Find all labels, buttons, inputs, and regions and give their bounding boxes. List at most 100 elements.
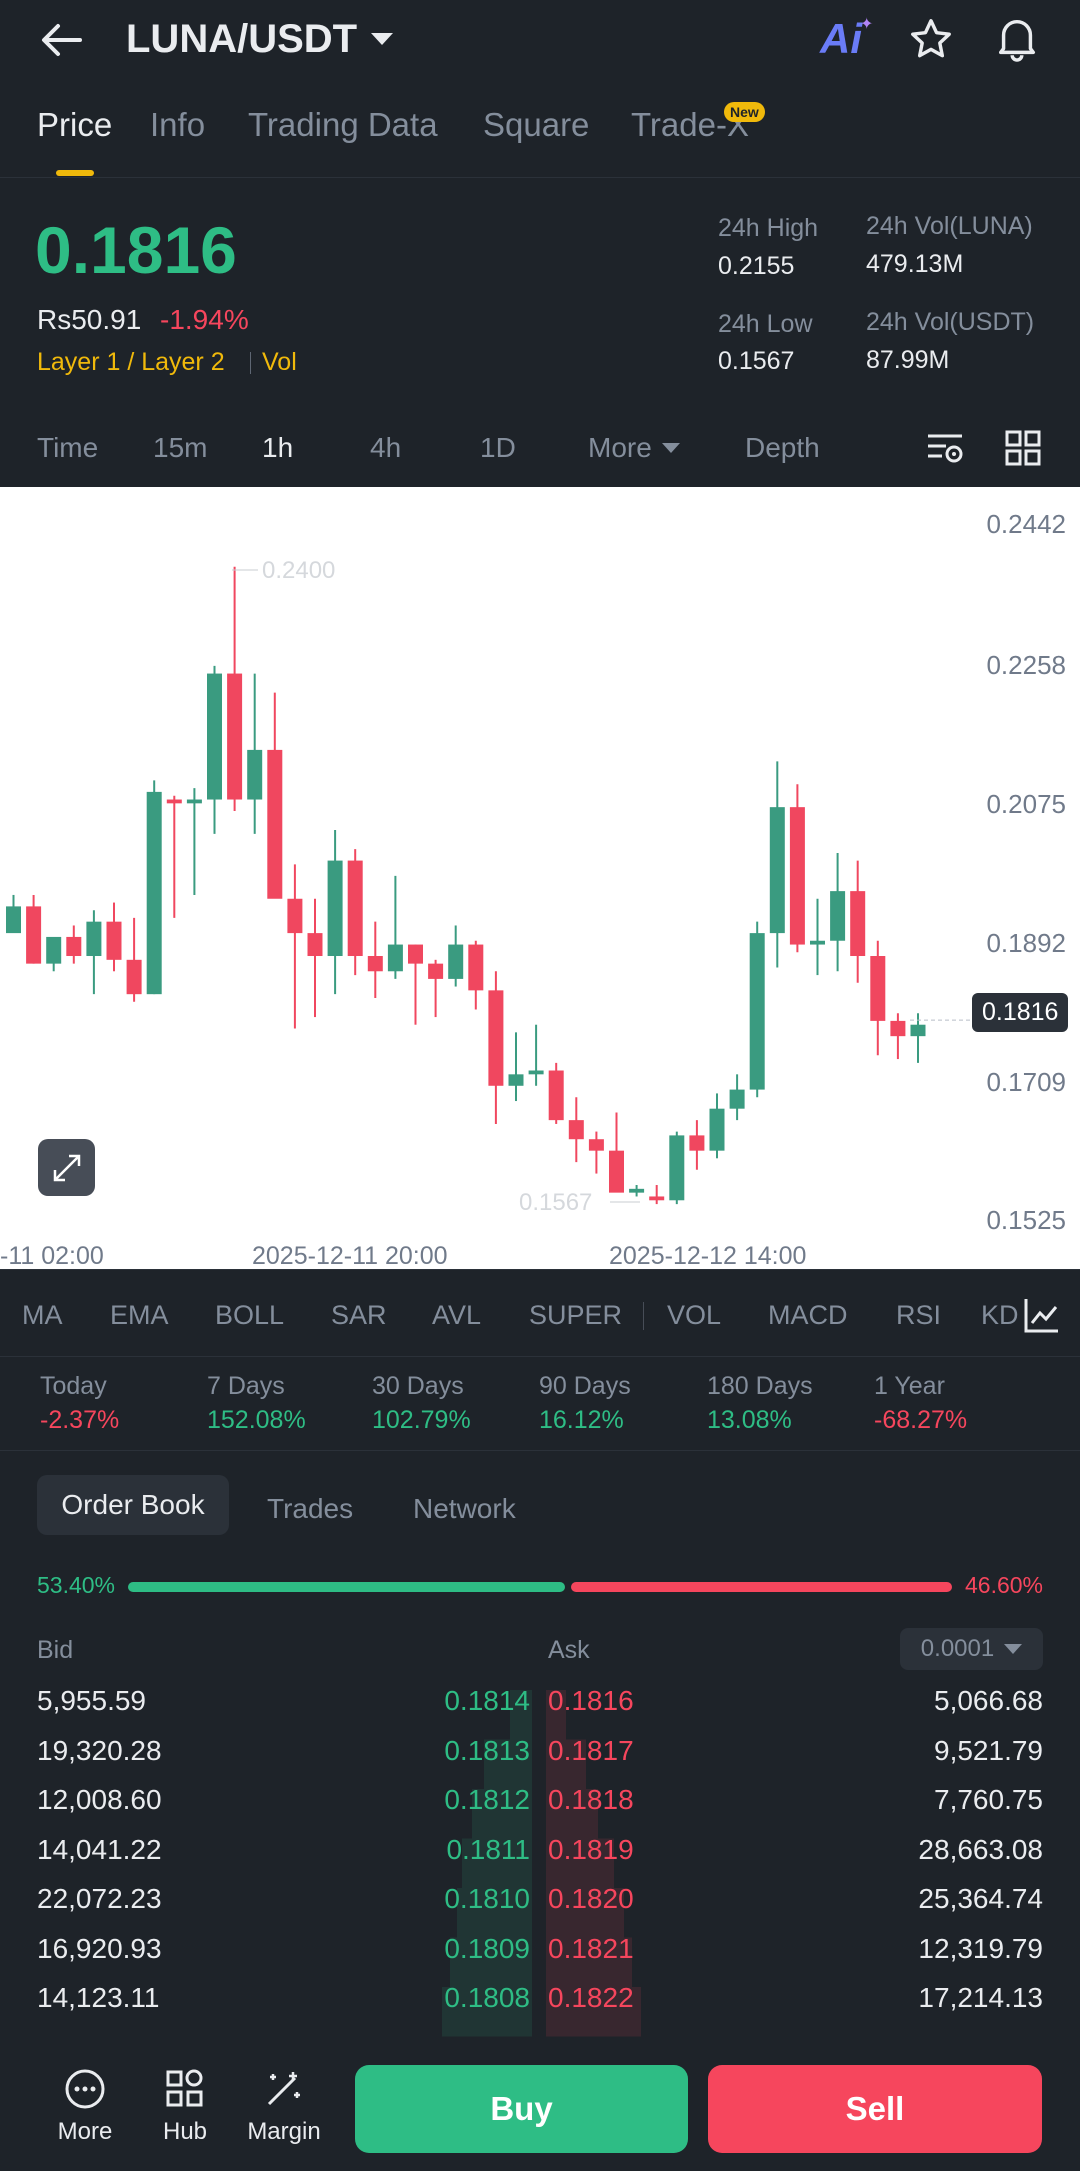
bell-icon[interactable]: [994, 14, 1040, 62]
ask-depth-bar: [546, 1987, 641, 2037]
grid-layout-icon[interactable]: [1005, 430, 1041, 466]
interval-4h[interactable]: 4h: [370, 432, 402, 463]
tab-price[interactable]: Price: [37, 106, 113, 143]
candle: [106, 902, 122, 972]
caret-down-icon: [371, 33, 394, 45]
candle: [227, 566, 243, 811]
candle: [789, 784, 805, 953]
interval-1d[interactable]: 1D: [480, 432, 516, 463]
indicator-avl[interactable]: AVL: [432, 1300, 482, 1330]
ask-price: 0.1818: [548, 1784, 634, 1815]
star-icon[interactable]: [908, 16, 954, 62]
candle: [267, 692, 283, 899]
indicator-bar-bg: [0, 1269, 1080, 1357]
bid-qty: 14,123.11: [37, 1982, 160, 2013]
sell-button[interactable]: Sell: [708, 2065, 1042, 2153]
indicator-vol[interactable]: VOL: [667, 1300, 722, 1330]
order-book-row[interactable]: 19,320.28 0.1813 0.1817 9,521.79: [0, 1733, 1080, 1777]
tab-order-book[interactable]: Order Book: [37, 1475, 229, 1535]
order-book-row[interactable]: 14,123.11 0.1808 0.1822 17,214.13: [0, 1980, 1080, 2024]
candle: [548, 1062, 564, 1124]
y-tick-label: 0.1892: [986, 928, 1066, 958]
stat-value: 87.99M: [866, 346, 950, 374]
candle: [870, 940, 886, 1056]
interval-depth[interactable]: Depth: [745, 432, 820, 463]
candlestick-chart[interactable]: [0, 487, 1080, 1269]
caret-down-icon: [661, 443, 680, 453]
candle: [86, 910, 102, 995]
back-arrow-icon[interactable]: [40, 18, 84, 62]
tab-divider: [0, 177, 1080, 178]
candle: [26, 894, 42, 964]
order-book-row[interactable]: 5,955.59 0.1814 0.1816 5,066.68: [0, 1683, 1080, 1727]
candle: [408, 944, 423, 1025]
interval-15m[interactable]: 15m: [153, 432, 208, 463]
indicator-ma[interactable]: MA: [22, 1300, 63, 1330]
pair-title: LUNA/USDT: [126, 16, 358, 61]
pair-selector[interactable]: LUNA/USDT: [126, 14, 394, 64]
candle: [247, 673, 263, 834]
indicator-super[interactable]: SUPER: [529, 1300, 623, 1330]
low-marker-label: 0.1567: [519, 1189, 593, 1216]
order-book-row[interactable]: 12,008.60 0.1812 0.1818 7,760.75: [0, 1782, 1080, 1826]
indicator-boll[interactable]: BOLL: [215, 1300, 285, 1330]
margin-button[interactable]: Margin: [239, 2064, 329, 2154]
order-book-row[interactable]: 16,920.93 0.1809 0.1821 12,319.79: [0, 1931, 1080, 1975]
more-label: More: [588, 432, 652, 463]
y-tick-label: 0.1709: [986, 1067, 1066, 1097]
bottom-divider: [0, 2040, 1080, 2041]
hub-button[interactable]: Hub: [140, 2064, 230, 2154]
more-dots-icon: [64, 2068, 106, 2110]
ai-button[interactable]: Ai ✦: [820, 14, 873, 64]
candle: [850, 860, 866, 983]
more-button[interactable]: More: [40, 2064, 130, 2154]
high-marker-label: 0.2400: [262, 557, 336, 584]
indicator-rsi[interactable]: RSI: [896, 1300, 942, 1330]
indicator-kd[interactable]: KD: [981, 1300, 1019, 1330]
bid-price: 0.1814: [444, 1685, 530, 1716]
candle: [468, 940, 484, 1010]
bid-price: 0.1810: [444, 1883, 530, 1914]
candle: [830, 852, 846, 972]
candle: [448, 925, 464, 987]
candle: [387, 875, 403, 979]
perf-value: 13.08%: [707, 1406, 792, 1434]
bid-ratio: 53.40%: [37, 1572, 116, 1598]
stat-value: 0.2155: [718, 252, 795, 280]
candle: [287, 864, 303, 1029]
interval-1h[interactable]: 1h: [262, 432, 294, 463]
perf-label: Today: [40, 1372, 107, 1400]
indicator-ema[interactable]: EMA: [110, 1300, 169, 1330]
indicator-macd[interactable]: MACD: [768, 1300, 848, 1330]
candle: [46, 936, 62, 972]
indicator-divider: [643, 1302, 644, 1330]
precision-select[interactable]: 0.0001: [900, 1628, 1043, 1670]
buy-button[interactable]: Buy: [355, 2065, 688, 2153]
candle: [629, 1185, 645, 1197]
order-book-row[interactable]: 14,041.22 0.1811 0.1819 28,663.08: [0, 1832, 1080, 1876]
price-change: -1.94%: [160, 304, 249, 335]
tab-network[interactable]: Network: [413, 1493, 516, 1524]
expand-chart-icon[interactable]: [38, 1139, 95, 1196]
candle: [6, 894, 21, 934]
chart-settings-icon[interactable]: [926, 430, 964, 466]
perf-label: 7 Days: [207, 1372, 285, 1400]
interval-more[interactable]: More: [588, 432, 680, 464]
bid-depth-bar: [450, 1937, 532, 1987]
order-book-row[interactable]: 22,072.23 0.1810 0.1820 25,364.74: [0, 1881, 1080, 1925]
sector-tag[interactable]: Layer 1 / Layer 2: [37, 348, 225, 376]
perf-label: 90 Days: [539, 1372, 631, 1400]
stat-label: 24h Low: [718, 310, 813, 338]
interval-time[interactable]: Time: [37, 432, 99, 463]
ask-price: 0.1816: [548, 1685, 634, 1716]
indicator-sar[interactable]: SAR: [331, 1300, 387, 1330]
tab-trades[interactable]: Trades: [267, 1493, 354, 1524]
ask-depth-bar: [546, 1937, 632, 1987]
candle: [609, 1112, 624, 1193]
candles-svg: [6, 566, 972, 1205]
tab-trading-data[interactable]: Trading Data: [248, 106, 438, 143]
vol-tag[interactable]: Vol: [262, 348, 297, 376]
indicator-chart-icon[interactable]: [1022, 1295, 1064, 1335]
tab-info[interactable]: Info: [150, 106, 206, 143]
tab-square[interactable]: Square: [483, 106, 590, 143]
